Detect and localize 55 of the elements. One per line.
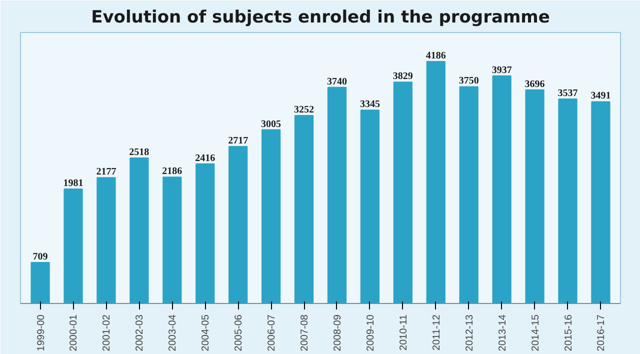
- chart-title: Evolution of subjects enroled in the programme: [91, 8, 550, 28]
- data-label: 2177: [96, 166, 116, 178]
- x-tick-label: 2006-07: [266, 314, 278, 352]
- x-tick-label: 2004-05: [200, 314, 212, 352]
- x-tick-label: 2003-04: [168, 314, 179, 352]
- data-label: 3696: [524, 78, 545, 90]
- bar: [327, 86, 347, 304]
- data-label: 3345: [360, 99, 380, 110]
- x-tick-label: 2007-08: [300, 314, 311, 352]
- bar: [393, 82, 412, 304]
- x-tick-label: 2009-10: [365, 314, 376, 352]
- bar: [558, 98, 578, 304]
- x-tick-label: 2005-06: [234, 314, 245, 352]
- data-label: 3005: [261, 118, 282, 130]
- bar: [228, 146, 248, 304]
- bar: [591, 101, 610, 304]
- data-label: 3740: [326, 76, 347, 88]
- x-tick-label: 2001-02: [102, 314, 113, 352]
- data-label: 3750: [458, 76, 479, 87]
- bar: [30, 262, 50, 304]
- x-tick-label: 2000-01: [68, 314, 80, 352]
- bar: [360, 110, 380, 304]
- x-tick-label: 2010-11: [398, 314, 410, 350]
- x-tick-label: 2002-03: [134, 314, 146, 352]
- bar: [196, 163, 215, 304]
- bar: [426, 61, 446, 304]
- data-label: 3252: [294, 104, 314, 116]
- bar: [130, 157, 149, 304]
- bar: [492, 75, 512, 304]
- bar: [64, 188, 83, 304]
- x-tick-label: 1999-00: [36, 314, 47, 352]
- x-tick-label: 2016-17: [596, 314, 608, 352]
- data-label: 1981: [63, 178, 84, 189]
- x-tick-label: 2015-16: [563, 314, 574, 352]
- data-label: 2186: [162, 166, 182, 178]
- x-tick-label: 2014-15: [530, 314, 542, 352]
- bar: [96, 177, 116, 304]
- bar: [294, 115, 314, 304]
- bar: [261, 129, 281, 304]
- data-label: 709: [32, 252, 48, 263]
- data-label: 4186: [426, 50, 446, 62]
- x-tick-label: 2012-13: [464, 314, 476, 352]
- bar: [162, 176, 182, 304]
- bar: [525, 89, 544, 304]
- bar: [459, 86, 478, 304]
- data-label: 2717: [228, 135, 248, 146]
- x-tick-label: 2011-12: [431, 314, 442, 350]
- x-tick-label: 2013-14: [497, 314, 508, 352]
- data-label: 3829: [392, 71, 413, 82]
- data-label: 3537: [558, 88, 578, 100]
- data-label: 3491: [590, 90, 611, 102]
- data-label: 2518: [129, 146, 150, 158]
- x-tick-label: 2008-09: [332, 314, 344, 352]
- data-label: 3937: [492, 64, 512, 76]
- data-label: 2416: [195, 152, 216, 164]
